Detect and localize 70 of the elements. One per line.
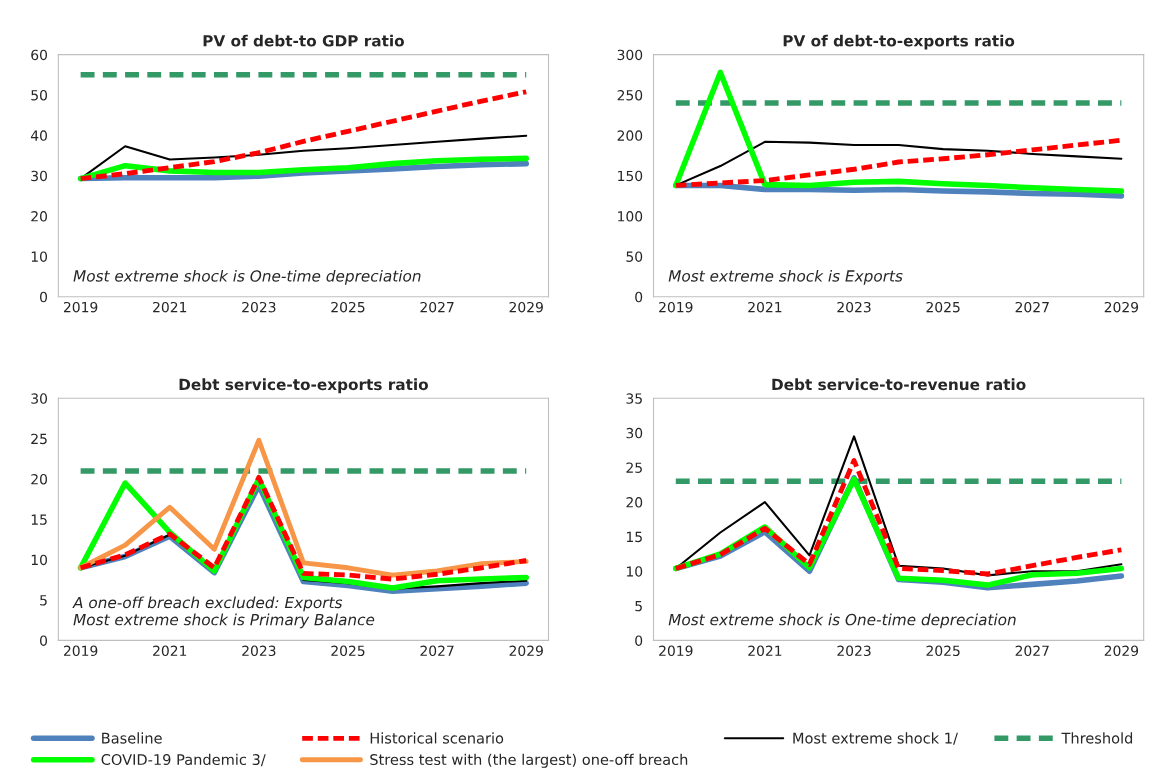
y-tick-label: 100	[618, 211, 643, 222]
line-series	[78, 437, 529, 578]
x-tick-label: 2025	[926, 645, 960, 657]
x-tick-label: 2025	[331, 301, 365, 313]
x-tick-label: 2019	[659, 645, 693, 657]
line-series	[673, 458, 1124, 577]
y-tick-label: 20	[31, 473, 48, 485]
x-tick-label: 2029	[509, 645, 543, 657]
y-tick-label: 5	[40, 595, 47, 606]
chart-title: PV of debt-to-exports ratio	[783, 34, 1015, 50]
y-tick-label: 20	[626, 497, 643, 508]
x-tick-label: 2025	[331, 645, 365, 657]
chart-title: Debt service-to-exports ratio	[179, 378, 428, 394]
y-tick-label: 25	[31, 433, 47, 445]
chart-title: PV of debt-to GDP ratio	[203, 34, 404, 47]
x-tick-label: 2025	[926, 301, 960, 313]
y-tick-label: 250	[617, 89, 643, 101]
y-tick-label: 50	[31, 89, 48, 101]
annotation: A one-off breach excluded: Exports Most extreme shock is Primary Balance	[72, 596, 375, 629]
x-tick-label: 2029	[509, 301, 543, 313]
x-tick-label: 2029	[1104, 645, 1139, 657]
x-tick-label: 2019	[659, 301, 693, 313]
y-tick-label: 10	[31, 251, 48, 262]
x-tick-label: 2027	[420, 301, 454, 313]
y-tick-label: 25	[626, 462, 642, 473]
x-tick-label: 2019	[63, 301, 98, 313]
legend-label: Baseline	[102, 732, 162, 744]
annotation: Most extreme shock is Exports	[668, 269, 903, 285]
x-tick-label: 2021	[748, 301, 782, 313]
y-tick-label: 20	[31, 211, 48, 222]
x-tick-label: 2021	[748, 645, 782, 657]
x-tick-label: 2027	[1015, 645, 1049, 657]
x-tick-label: 2023	[242, 301, 276, 313]
y-tick-label: 0	[40, 291, 48, 303]
x-tick-label: 2023	[242, 645, 276, 657]
x-tick-label: 2019	[63, 645, 98, 657]
y-tick-label: 30	[626, 427, 643, 439]
line-series	[78, 89, 529, 181]
legend-label: Stress test with (the largest) one-off breach	[370, 753, 688, 768]
x-tick-label: 2023	[837, 645, 871, 657]
x-tick-label: 2027	[1015, 301, 1049, 313]
x-tick-label: 2029	[1104, 301, 1139, 313]
chart-title: Debt service-to-revenue ratio	[772, 378, 1026, 391]
y-tick-label: 50	[626, 251, 643, 262]
y-tick-label: 150	[618, 170, 643, 182]
x-tick-label: 2027	[420, 645, 454, 657]
legend-label: COVID-19 Pandemic 3/	[101, 753, 266, 767]
legend-label: Most extreme shock 1/	[793, 732, 958, 745]
y-tick-label: 0	[635, 291, 643, 303]
legend-label: Historical scenario	[370, 732, 504, 744]
y-tick-label: 30	[31, 170, 48, 182]
y-tick-label: 35	[626, 393, 642, 404]
legend-label: Threshold	[1061, 732, 1133, 744]
y-tick-label: 0	[40, 635, 48, 646]
y-tick-label: 200	[617, 130, 643, 141]
y-tick-label: 60	[31, 49, 48, 61]
annotation: Most extreme shock is One-time depreciation	[73, 269, 421, 285]
x-tick-label: 2021	[153, 645, 187, 657]
y-tick-label: 300	[617, 49, 643, 61]
y-tick-label: 15	[626, 531, 642, 543]
y-tick-label: 10	[626, 566, 643, 577]
y-tick-label: 5	[635, 600, 642, 612]
y-tick-label: 15	[31, 514, 47, 525]
y-tick-label: 40	[30, 130, 48, 141]
x-tick-label: 2021	[153, 301, 187, 313]
y-tick-label: 30	[31, 393, 48, 404]
y-tick-label: 10	[31, 554, 48, 566]
x-tick-label: 2023	[837, 301, 871, 313]
annotation: Most extreme shock is One-time depreciation	[668, 613, 1016, 629]
y-tick-label: 0	[635, 635, 643, 646]
